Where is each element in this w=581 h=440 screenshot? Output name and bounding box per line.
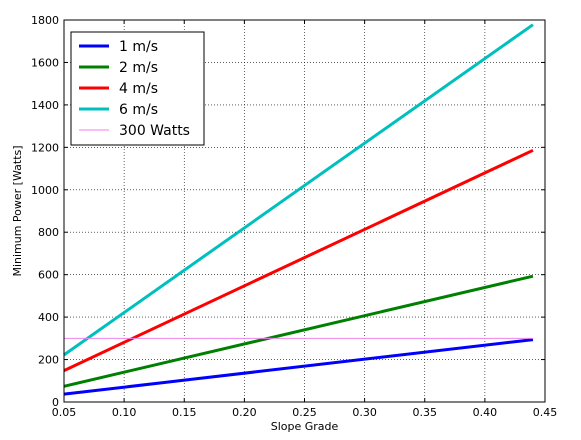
legend-label: 300 Watts — [119, 123, 190, 139]
axis-ticks: 0.05 0.10 0.15 0.20 0.25 0.30 0.35 0.40 0.45 0 200… — [31, 14, 557, 419]
series-line-6-m-s — [63, 23, 534, 357]
x-tick-label: 0.15 — [172, 406, 197, 419]
x-tick-label: 0.25 — [292, 406, 317, 419]
y-tick-label: 1400 — [31, 99, 59, 112]
legend-label: 1 m/s — [119, 39, 158, 55]
y-tick-label: 1200 — [31, 141, 59, 154]
legend-label: 6 m/s — [119, 102, 158, 118]
legend: 1 m/s 2 m/s 4 m/s 6 m/s 300 Watts — [70, 31, 205, 146]
x-tick-label: 0.35 — [413, 406, 438, 419]
x-tick-label: 0.05 — [52, 406, 77, 419]
x-tick-label: 0.10 — [112, 406, 137, 419]
x-axis-title: Slope Grade — [271, 420, 339, 433]
plot-area — [63, 23, 534, 396]
y-tick-label: 600 — [38, 269, 59, 282]
legend-label: 4 m/s — [119, 81, 158, 97]
series-line-2-m-s — [63, 274, 534, 388]
y-tick-label: 400 — [38, 311, 59, 324]
x-tick-label: 0.20 — [232, 406, 257, 419]
x-tick-label: 0.30 — [352, 406, 377, 419]
y-tick-label: 200 — [38, 354, 59, 367]
legend-label: 2 m/s — [119, 60, 158, 76]
y-tick-label: 0 — [52, 396, 59, 409]
y-tick-label: 800 — [38, 226, 59, 239]
series-line-4-m-s — [63, 148, 534, 372]
y-tick-label: 1800 — [31, 14, 59, 27]
x-tick-label: 0.45 — [533, 406, 558, 419]
y-axis-title: Minimum Power [Watts] — [11, 145, 24, 276]
series-line-1-m-s — [63, 338, 534, 396]
y-tick-label: 1000 — [31, 184, 59, 197]
y-tick-label: 1600 — [31, 56, 59, 69]
x-tick-label: 0.40 — [473, 406, 498, 419]
